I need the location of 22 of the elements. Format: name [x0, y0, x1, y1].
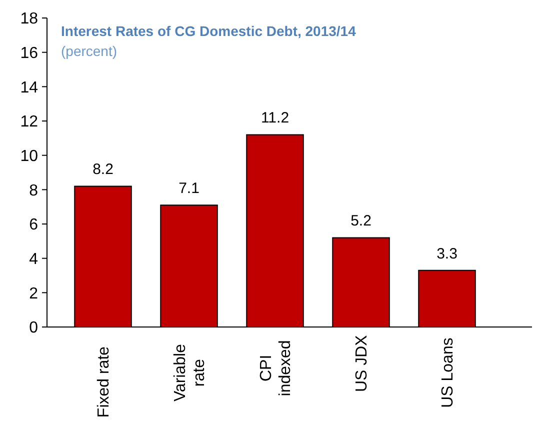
- x-tick-label: CPI indexed: [258, 340, 294, 396]
- data-label: 7.1: [178, 180, 200, 198]
- y-tick-label: 2: [29, 285, 38, 302]
- data-label: 8.2: [92, 161, 114, 178]
- y-tick-label: 10: [20, 148, 38, 165]
- y-tick-label: 4: [29, 250, 38, 268]
- y-tick-label: 8: [29, 182, 38, 200]
- chart-title: Interest Rates of CG Domestic Debt, 2013/14: [61, 23, 356, 39]
- y-tick-label: 0: [29, 320, 38, 337]
- data-label: 3.3: [436, 245, 458, 262]
- y-tick-label: 12: [20, 114, 38, 131]
- y-tick-label: 6: [29, 216, 38, 234]
- data-label: 11.2: [260, 110, 290, 127]
- x-tick-label: Variable rate: [172, 344, 208, 402]
- x-tick-label: US Loans: [440, 338, 457, 408]
- x-tick-label: Fixed rate: [96, 346, 113, 418]
- data-label: 5.2: [350, 212, 372, 230]
- text: (percent): [61, 43, 118, 59]
- y-tick-label: 16: [20, 44, 38, 62]
- y-tick-label: 14: [20, 79, 38, 96]
- y-tick-label: 18: [20, 10, 38, 28]
- x-tick-label: US JDX: [354, 334, 371, 392]
